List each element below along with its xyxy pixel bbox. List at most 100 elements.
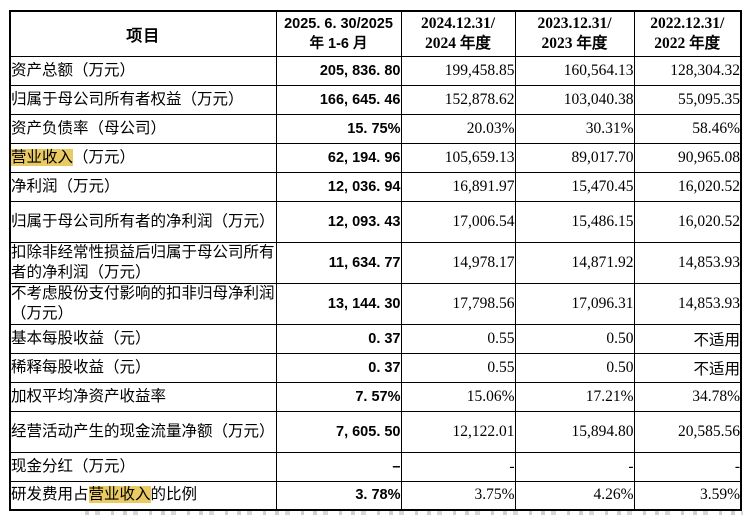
value-cell: 152,878.62 bbox=[400, 84, 516, 115]
table-row: 基本每股收益（元） 0. 37 0.55 0.50 不适用 bbox=[9, 323, 742, 354]
value-cell: - bbox=[514, 451, 635, 482]
row-label-text: 资产负债率（母公司） bbox=[11, 119, 167, 137]
row-label: 营业收入（万元） bbox=[9, 142, 277, 173]
table-row: 资产负债率（母公司） 15. 75% 20.03% 30.31% 58.46% bbox=[9, 113, 742, 144]
row-label-text: 研发费用占 bbox=[11, 486, 89, 504]
row-label-text: 经营活动产生的现金流量净额（万元） bbox=[11, 422, 275, 440]
value-cell: - bbox=[633, 451, 742, 482]
header-period-2022-line2: 2022 年度 bbox=[654, 34, 721, 52]
row-label: 归属于母公司所有者权益（万元） bbox=[9, 84, 277, 115]
table-row: 归属于母公司所有者权益（万元） 166, 645. 46 152,878.62 103… bbox=[9, 84, 742, 115]
value-current-period: 166, 645. 46 bbox=[275, 84, 402, 115]
header-period-2024-line1: 2024.12.31/ bbox=[420, 14, 496, 32]
value-cell: 12,122.01 bbox=[400, 410, 516, 453]
header-period-2025-line1: 2025. 6. 30/2025 bbox=[284, 15, 393, 32]
value-cell: 58.46% bbox=[633, 113, 742, 144]
table-row: 研发费用占营业收入的比例 3. 78% 3.75% 4.26% 3.59% bbox=[9, 480, 742, 511]
row-label-text: 扣除非经常性损益后归属于母公司所有者的净利润（万元） bbox=[11, 243, 275, 281]
value-cell: 103,040.38 bbox=[514, 84, 635, 115]
row-label-text: 稀释每股收益（元） bbox=[11, 358, 151, 376]
table-header-row: 项目 2025. 6. 30/2025 年 1-6 月 2024.12.31/ … bbox=[9, 10, 742, 57]
value-current-period: 0. 37 bbox=[275, 323, 402, 354]
header-item-column: 项目 bbox=[9, 10, 277, 57]
value-cell: 4.26% bbox=[514, 480, 635, 511]
table-row: 净利润（万元） 12, 036. 94 16,891.97 15,470.45 16,0… bbox=[9, 171, 742, 202]
value-cell: 0.50 bbox=[514, 352, 635, 383]
table-row: 归属于母公司所有者的净利润（万元） 12, 093. 43 17,006.54 15,… bbox=[9, 200, 742, 243]
value-current-period: 15. 75% bbox=[275, 113, 402, 144]
row-label-text: 资产总额（万元） bbox=[11, 61, 136, 79]
value-current-period: 7. 57% bbox=[275, 381, 402, 412]
value-cell: 14,871.92 bbox=[514, 241, 635, 284]
value-cell: 15,894.80 bbox=[514, 410, 635, 453]
value-cell: 34.78% bbox=[633, 381, 742, 412]
header-period-2023: 2023.12.31/ 2023 年度 bbox=[514, 10, 635, 57]
row-label-text: 现金分红（万元） bbox=[11, 457, 136, 475]
value-cell: 30.31% bbox=[514, 113, 635, 144]
value-current-period: 62, 194. 96 bbox=[275, 142, 402, 173]
value-cell: 20.03% bbox=[400, 113, 516, 144]
row-label-text: 归属于母公司所有者权益（万元） bbox=[11, 90, 244, 108]
row-label: 加权平均净资产收益率 bbox=[9, 381, 277, 412]
value-current-period: 11, 634. 77 bbox=[275, 241, 402, 284]
row-label-text: 归属于母公司所有者的净利润（万元） bbox=[11, 212, 275, 230]
table-row: 稀释每股收益（元） 0. 37 0.55 0.50 不适用 bbox=[9, 352, 742, 383]
table-row: 扣除非经常性损益后归属于母公司所有者的净利润（万元） 11, 634. 77 14,… bbox=[9, 241, 742, 284]
search-highlight: 营业收入 bbox=[11, 148, 74, 166]
value-cell: 14,853.93 bbox=[633, 282, 742, 325]
value-cell: 17,006.54 bbox=[400, 200, 516, 243]
row-label: 资产负债率（母公司） bbox=[9, 113, 277, 144]
value-cell: 不适用 bbox=[633, 352, 742, 383]
header-period-2025: 2025. 6. 30/2025 年 1-6 月 bbox=[275, 10, 402, 57]
search-highlight: 营业收入 bbox=[88, 486, 151, 504]
row-label-text: 基本每股收益（元） bbox=[11, 329, 151, 347]
value-cell: 14,853.93 bbox=[633, 241, 742, 284]
value-cell: 15,470.45 bbox=[514, 171, 635, 202]
header-period-2024-line2: 2024 年度 bbox=[425, 34, 491, 52]
value-cell: 17,798.56 bbox=[400, 282, 516, 325]
value-current-period: 205, 836. 80 bbox=[275, 55, 402, 86]
value-cell: 89,017.70 bbox=[514, 142, 635, 173]
table-row: 经营活动产生的现金流量净额（万元） 7, 605. 50 12,122.01 15,8… bbox=[9, 410, 742, 453]
row-label-text: （万元） bbox=[73, 148, 136, 166]
value-current-period: 12, 093. 43 bbox=[275, 200, 402, 243]
value-cell: 不适用 bbox=[633, 323, 742, 354]
row-label-text: 加权平均净资产收益率 bbox=[11, 387, 167, 405]
row-label: 不考虑股份支付影响的扣非归母净利润（万元） bbox=[9, 282, 277, 325]
value-cell: 16,891.97 bbox=[400, 171, 516, 202]
value-cell: 105,659.13 bbox=[400, 142, 516, 173]
table-row: 现金分红（万元） – - - - bbox=[9, 451, 742, 482]
table-row: 加权平均净资产收益率 7. 57% 15.06% 17.21% 34.78% bbox=[9, 381, 742, 412]
row-label: 基本每股收益（元） bbox=[9, 323, 277, 354]
value-current-period: 3. 78% bbox=[275, 480, 402, 511]
value-cell: - bbox=[400, 451, 516, 482]
row-label: 现金分红（万元） bbox=[9, 451, 277, 482]
row-label: 经营活动产生的现金流量净额（万元） bbox=[9, 410, 277, 453]
row-label-text: 净利润（万元） bbox=[11, 177, 120, 195]
value-current-period: 7, 605. 50 bbox=[275, 410, 402, 453]
row-label: 扣除非经常性损益后归属于母公司所有者的净利润（万元） bbox=[9, 241, 277, 284]
value-cell: 199,458.85 bbox=[400, 55, 516, 86]
value-current-period: – bbox=[275, 451, 402, 482]
value-current-period: 13, 144. 30 bbox=[275, 282, 402, 325]
row-label: 资产总额（万元） bbox=[9, 55, 277, 86]
row-label: 稀释每股收益（元） bbox=[9, 352, 277, 383]
cutoff-next-line-text bbox=[85, 511, 743, 515]
value-cell: 15.06% bbox=[400, 381, 516, 412]
value-cell: 16,020.52 bbox=[633, 171, 742, 202]
value-cell: 16,020.52 bbox=[633, 200, 742, 243]
value-cell: 128,304.32 bbox=[633, 55, 742, 86]
header-period-2025-line2: 年 1-6 月 bbox=[309, 35, 368, 52]
header-period-2023-line2: 2023 年度 bbox=[541, 34, 608, 52]
value-cell: 0.50 bbox=[514, 323, 635, 354]
value-cell: 160,564.13 bbox=[514, 55, 635, 86]
row-label: 研发费用占营业收入的比例 bbox=[9, 480, 277, 511]
row-label: 归属于母公司所有者的净利润（万元） bbox=[9, 200, 277, 243]
value-current-period: 12, 036. 94 bbox=[275, 171, 402, 202]
value-cell: 14,978.17 bbox=[400, 241, 516, 284]
value-cell: 90,965.08 bbox=[633, 142, 742, 173]
table-row: 营业收入（万元） 62, 194. 96 105,659.13 89,017.70 90… bbox=[9, 142, 742, 173]
table-row: 资产总额（万元） 205, 836. 80 199,458.85 160,564.13… bbox=[9, 55, 742, 86]
financial-summary-table: 项目 2025. 6. 30/2025 年 1-6 月 2024.12.31/ … bbox=[9, 10, 742, 511]
